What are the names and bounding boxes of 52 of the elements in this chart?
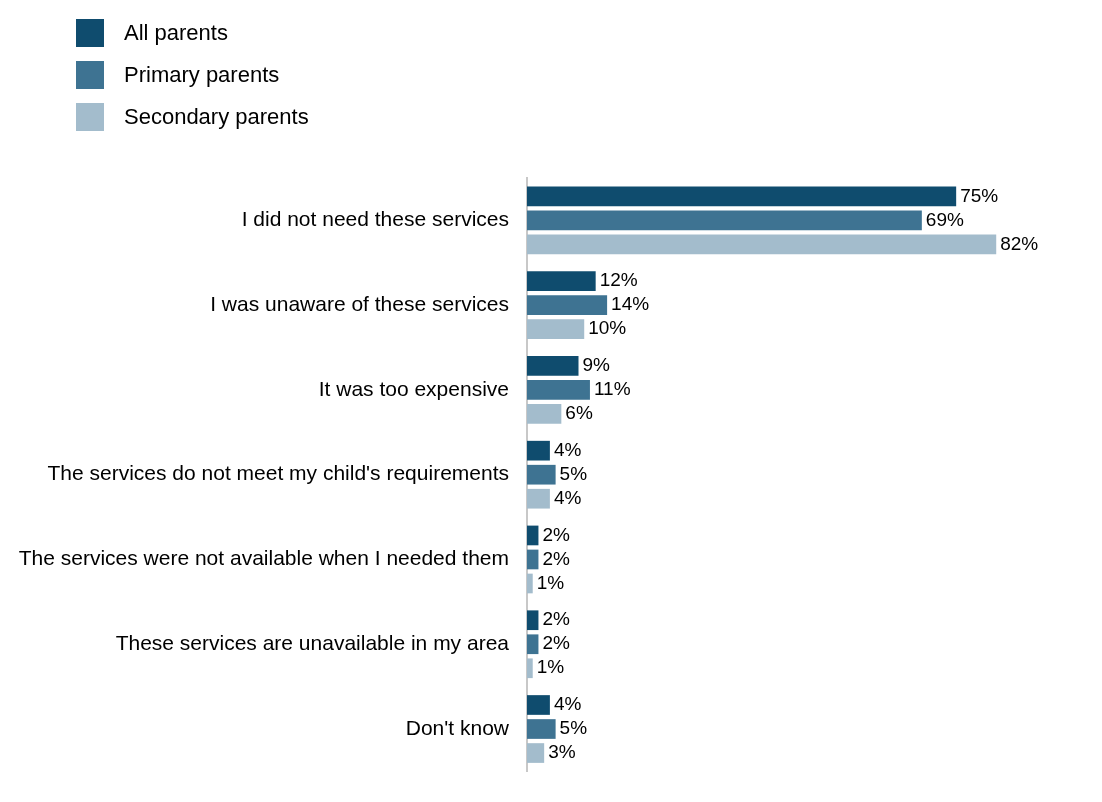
y-tick-label: It was too expensive xyxy=(318,376,509,400)
bar xyxy=(527,319,585,340)
data-label: 4% xyxy=(553,486,582,508)
bar xyxy=(527,210,922,231)
bar xyxy=(527,610,539,631)
bar xyxy=(527,549,539,570)
data-label: 2% xyxy=(542,632,571,654)
bar xyxy=(527,525,539,546)
bar xyxy=(527,271,596,291)
y-tick-label: I did not need these services xyxy=(241,207,509,231)
bar xyxy=(527,186,957,207)
legend-label: Primary parents xyxy=(124,62,280,88)
data-label: 4% xyxy=(553,693,582,715)
data-label: 3% xyxy=(548,741,576,763)
data-label: 6% xyxy=(565,402,593,424)
y-tick-label: These services are unavailable in my area xyxy=(115,631,510,655)
data-label: 4% xyxy=(553,438,582,460)
data-label: 11% xyxy=(593,378,631,400)
y-tick-label: I was unaware of these services xyxy=(210,291,509,315)
bar xyxy=(527,380,590,400)
data-label: 2% xyxy=(542,523,571,545)
bar xyxy=(527,743,545,763)
data-label: 75% xyxy=(960,184,999,206)
bar xyxy=(527,695,550,715)
data-label: 14% xyxy=(611,293,650,315)
y-tick-label: The services were not available when I needed them xyxy=(18,546,509,570)
bar xyxy=(527,658,533,679)
bar xyxy=(527,440,550,461)
data-label: 1% xyxy=(536,656,565,678)
bar xyxy=(527,719,556,739)
bar xyxy=(527,488,550,509)
bar xyxy=(527,234,997,255)
bar xyxy=(527,464,556,485)
data-label: 69% xyxy=(925,208,964,230)
legend-label: Secondary parents xyxy=(124,104,309,130)
legend-label: All parents xyxy=(124,20,228,46)
data-label: 12% xyxy=(599,269,638,291)
data-label: 1% xyxy=(536,571,565,593)
bar xyxy=(527,404,562,424)
bar xyxy=(527,573,533,594)
data-label: 5% xyxy=(559,717,588,739)
data-label: 5% xyxy=(559,462,588,484)
data-label: 2% xyxy=(542,608,571,630)
data-label: 10% xyxy=(588,317,627,339)
bar xyxy=(527,356,579,376)
y-tick-label: The services do not meet my child's requirements xyxy=(47,461,509,485)
bar xyxy=(527,295,608,316)
bar xyxy=(527,634,539,655)
data-label: 2% xyxy=(542,547,571,569)
data-label: 82% xyxy=(1000,232,1039,254)
y-tick-label: Don't know xyxy=(405,715,510,739)
data-label: 9% xyxy=(582,354,611,376)
